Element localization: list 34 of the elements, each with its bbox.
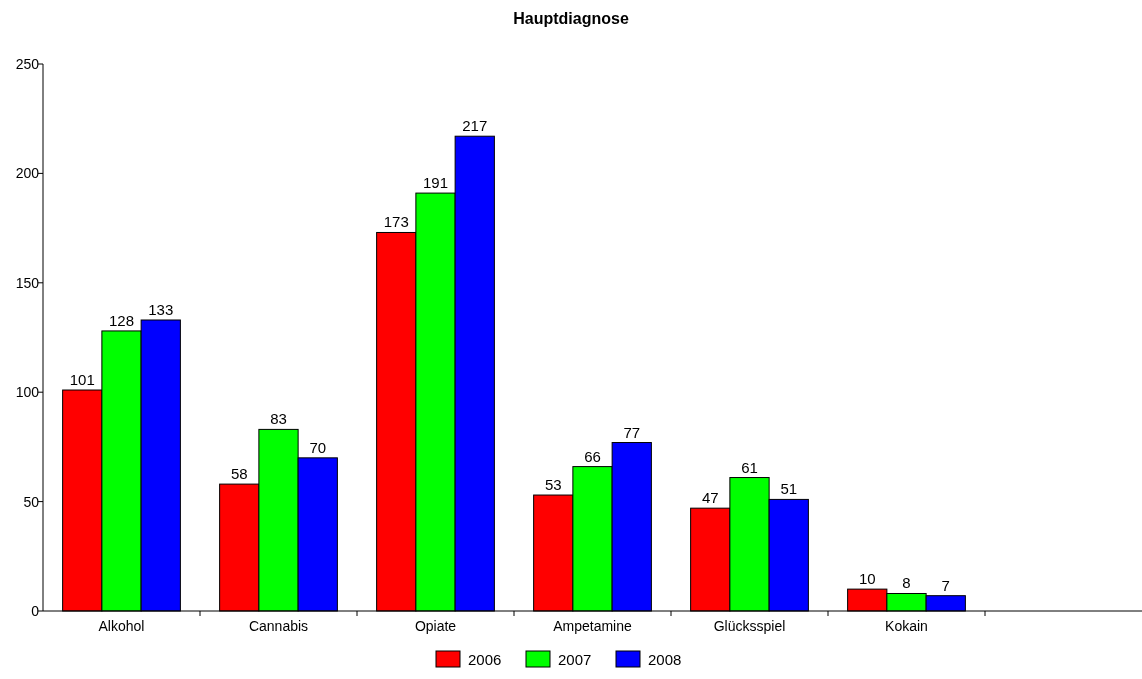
legend-label: 2007 (558, 651, 592, 668)
y-tick-label: 0 (31, 603, 40, 619)
data-label: 61 (741, 458, 758, 476)
data-label: 58 (230, 465, 248, 483)
data-label: 128 (108, 311, 135, 329)
x-tick-label: Cannabis (248, 618, 309, 634)
y-tick-label: 100 (15, 384, 40, 401)
data-label: 8 (902, 574, 911, 592)
y-tick-label: 150 (15, 274, 40, 291)
y-tick-label: 250 (15, 56, 40, 72)
data-label: 66 (584, 447, 601, 465)
data-label: 10 (858, 570, 876, 588)
x-tick-label: Opiate (414, 618, 457, 634)
y-tick-label: 200 (15, 165, 40, 182)
data-label: 51 (780, 480, 798, 498)
data-label: 191 (422, 174, 449, 192)
legend-label: 2006 (468, 651, 502, 668)
data-label: 53 (544, 476, 562, 494)
x-tick-label: Glücksspiel (713, 618, 786, 634)
data-label: 7 (941, 576, 950, 594)
y-tick-label: 50 (23, 493, 40, 510)
x-tick-label: Ampetamine (553, 618, 633, 634)
data-label: 83 (270, 410, 287, 428)
data-label: 77 (623, 423, 641, 441)
data-label: 70 (309, 438, 327, 456)
data-label: 101 (69, 371, 95, 389)
chart-title: Hauptdiagnose (513, 10, 629, 27)
x-tick-label: Kokain (885, 618, 928, 634)
data-label: 173 (383, 213, 409, 231)
data-label: 217 (462, 117, 488, 135)
legend-label: 2008 (648, 651, 682, 668)
data-label: 133 (148, 301, 174, 318)
x-tick-label: Alkohol (98, 618, 145, 634)
data-label: 47 (701, 489, 719, 507)
